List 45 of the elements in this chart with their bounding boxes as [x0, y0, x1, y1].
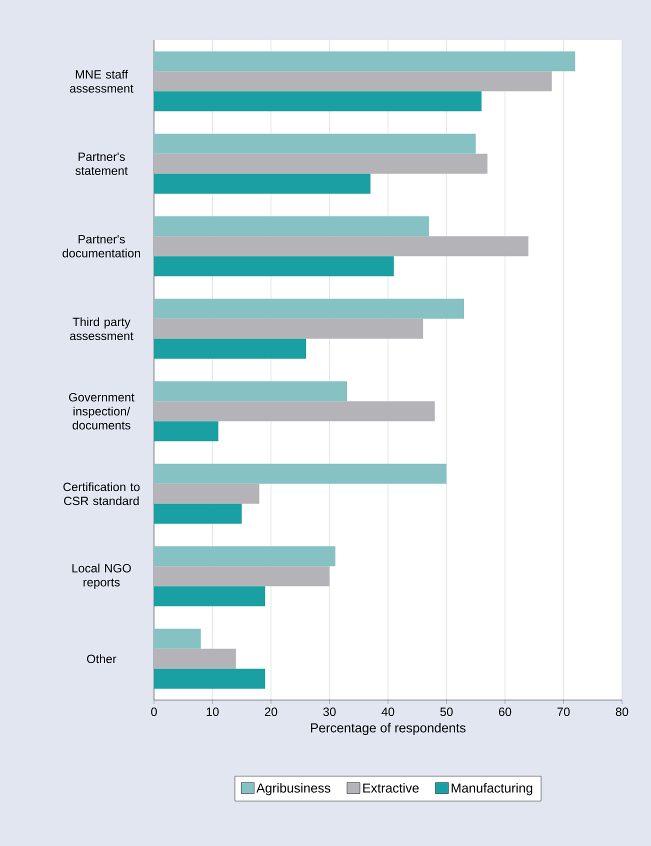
x-tick-label: 40	[382, 708, 394, 716]
y-tick-label: Other	[87, 654, 116, 664]
y-tick-label: MNE staff assessment	[70, 70, 134, 93]
bar	[154, 236, 528, 256]
y-tick-label: Government inspection/ documents	[69, 393, 134, 430]
bar	[154, 586, 266, 606]
bar	[154, 464, 446, 484]
bar	[154, 648, 236, 669]
legend-label: Manufacturing	[452, 783, 532, 796]
bar	[154, 91, 482, 112]
bar	[154, 381, 348, 402]
bar	[154, 421, 218, 442]
x-tick-label: 0	[151, 708, 157, 716]
bar	[154, 154, 488, 174]
x-axis-title: Percentage of respondents	[311, 722, 466, 736]
bar	[154, 628, 201, 649]
y-tick-label: Partner's documentation	[62, 235, 140, 258]
bar	[154, 566, 330, 586]
bar	[154, 318, 424, 339]
legend-label: Agribusiness	[256, 783, 330, 796]
y-tick-label: Certification to CSR standard	[63, 482, 140, 506]
x-tick-label: 70	[557, 708, 570, 716]
bar	[154, 256, 394, 276]
bar	[154, 216, 429, 236]
bar	[154, 484, 260, 504]
x-tick-label: 80	[616, 708, 628, 716]
legend-label: Extractive	[363, 783, 419, 793]
bar	[154, 668, 266, 689]
x-tick-label: 30	[323, 708, 336, 716]
y-tick-label: Local NGO reports	[72, 564, 131, 589]
bar	[154, 174, 370, 194]
x-tick-label: 20	[264, 708, 278, 716]
bar	[154, 338, 306, 359]
bar	[154, 51, 576, 72]
bar	[154, 401, 435, 422]
x-tick-label: 50	[440, 708, 453, 716]
bar	[154, 71, 552, 92]
bar	[154, 134, 476, 154]
bar	[154, 546, 336, 566]
x-tick-label: 60	[498, 708, 512, 716]
y-tick-label: Third party assessment	[70, 317, 134, 340]
bar	[154, 504, 242, 524]
bar	[154, 298, 464, 319]
x-tick-label: 10	[206, 708, 219, 716]
y-tick-label: Partner's statement	[75, 152, 128, 175]
